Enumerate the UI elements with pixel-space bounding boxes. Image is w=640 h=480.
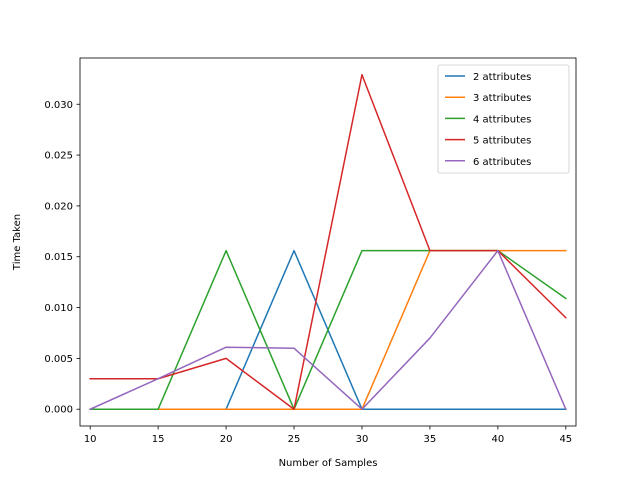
legend-label: 4 attributes <box>473 114 531 125</box>
x-axis-label: Number of Samples <box>279 458 378 469</box>
x-tick-label: 30 <box>356 434 369 445</box>
y-tick-label: 0.020 <box>44 201 73 212</box>
y-tick-label: 0.015 <box>44 252 73 263</box>
y-tick-label: 0.005 <box>44 354 73 365</box>
legend-label: 2 attributes <box>473 72 531 83</box>
y-axis-ticks: 0.000 0.005 0.010 0.015 0.020 0.025 0.030 <box>44 100 80 416</box>
x-tick-label: 45 <box>559 434 572 445</box>
series-layer <box>89 74 567 411</box>
y-tick-label: 0.025 <box>44 151 73 162</box>
plot-frame <box>79 57 577 427</box>
series-line-6-attributes <box>89 249 567 411</box>
y-tick-label: 0.010 <box>44 303 73 314</box>
y-axis-label: Time Taken <box>12 214 23 271</box>
x-tick-label: 40 <box>491 434 504 445</box>
x-tick-label: 25 <box>288 434 301 445</box>
legend-label: 3 attributes <box>473 93 531 104</box>
y-tick-label: 0.000 <box>44 405 73 416</box>
legend: 2 attributes 3 attributes 4 attributes 5 at… <box>437 64 570 174</box>
legend-box <box>437 64 570 174</box>
x-tick-label: 20 <box>220 434 233 445</box>
legend-label: 5 attributes <box>473 136 531 147</box>
x-axis-ticks: 10 15 20 25 30 35 40 45 <box>84 426 572 445</box>
x-tick-label: 15 <box>152 434 165 445</box>
series-line-4-attributes <box>89 249 567 410</box>
series-line-5-attributes <box>89 74 567 410</box>
legend-label: 6 attributes <box>473 157 531 168</box>
y-tick-label: 0.030 <box>44 100 73 111</box>
x-tick-label: 10 <box>84 434 97 445</box>
x-tick-label: 35 <box>424 434 437 445</box>
